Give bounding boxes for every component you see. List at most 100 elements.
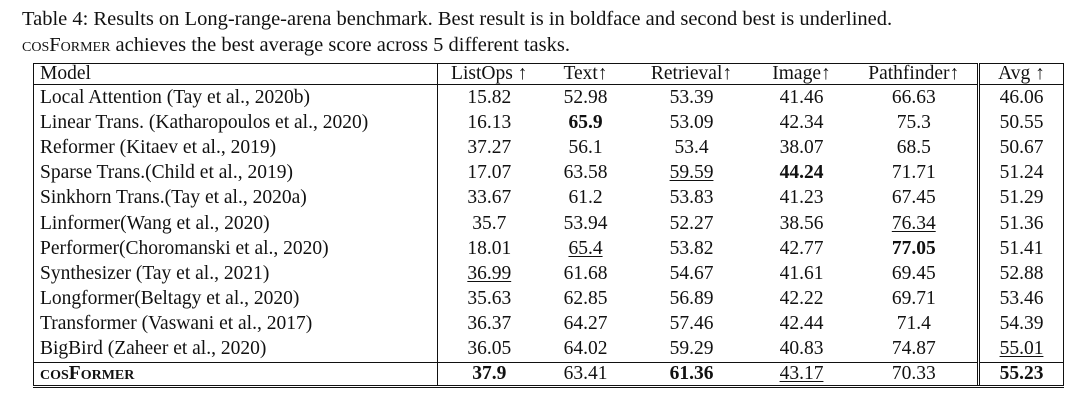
score-cell: 44.24 xyxy=(779,162,824,184)
table-row: Performer(Choromanski et al., 2020) 18.01… xyxy=(33,236,1064,262)
score-cell: 76.34 xyxy=(891,212,936,234)
table-row: Linear Trans. (Katharopoulos et al., 202… xyxy=(33,110,1064,136)
model-cell: Local Attention (Tay et al., 2020b) xyxy=(33,84,438,111)
score-cell: 53.39 xyxy=(669,86,714,108)
model-cell: BigBird (Zaheer et al., 2020) xyxy=(33,336,438,363)
model-cell: Reformer (Kitaev et al., 2019) xyxy=(33,135,438,161)
header-cell: Retrieval↑ xyxy=(630,63,753,85)
score-cell: 36.99 xyxy=(467,262,512,284)
score-cell: 63.58 xyxy=(563,162,608,184)
score-cell: 74.87 xyxy=(891,338,936,360)
table-row: Reformer (Kitaev et al., 2019) 37.27 56.1 5… xyxy=(33,135,1064,161)
score-cell: 65.9 xyxy=(568,111,603,133)
score-cell: 69.71 xyxy=(891,288,936,310)
score-cell: 61.2 xyxy=(568,187,603,209)
score-cell: 66.63 xyxy=(891,86,936,108)
score-cell: 52.27 xyxy=(669,212,714,234)
score-cell: 40.83 xyxy=(779,338,824,360)
model-name: cosFormer xyxy=(22,34,111,56)
header-cell: Model xyxy=(33,63,438,85)
score-cell: 59.59 xyxy=(669,162,714,184)
score-cell: 52.98 xyxy=(563,86,608,108)
score-cell: 37.27 xyxy=(467,136,512,158)
table-row: BigBird (Zaheer et al., 2020) 36.05 64.02 5… xyxy=(33,336,1064,363)
score-cell: 38.07 xyxy=(779,136,824,158)
caption-line: Table 4: Results on Long-range-arena ben… xyxy=(22,8,893,30)
score-cell: 42.44 xyxy=(779,313,824,335)
score-cell: 52.88 xyxy=(977,261,1064,287)
score-cell: 61.68 xyxy=(563,262,608,284)
caption-text: achieves the best average score across 5… xyxy=(115,34,570,56)
score-cell: 18.01 xyxy=(467,237,512,259)
table-row: Synthesizer (Tay et al., 2021) 36.99 61.68… xyxy=(33,261,1064,287)
score-cell: 62.85 xyxy=(563,288,608,310)
score-cell: 53.4 xyxy=(674,136,709,158)
header-cell: ListOps ↑ xyxy=(437,63,541,85)
header-cell: Image↑ xyxy=(752,63,851,85)
score-cell: 35.63 xyxy=(467,288,512,310)
score-cell: 15.82 xyxy=(467,86,512,108)
score-cell: 68.5 xyxy=(896,136,931,158)
model-cell: Transformer (Vaswani et al., 2017) xyxy=(33,311,438,337)
score-cell: 64.02 xyxy=(563,338,608,360)
score-cell: 75.3 xyxy=(896,111,931,133)
score-cell: 42.77 xyxy=(779,237,824,259)
score-cell: 57.46 xyxy=(669,313,714,335)
score-cell: 42.22 xyxy=(779,288,824,310)
model-cell: Performer(Choromanski et al., 2020) xyxy=(33,236,438,262)
score-cell: 51.29 xyxy=(977,185,1064,211)
score-cell: 50.67 xyxy=(977,135,1064,161)
score-cell: 53.83 xyxy=(669,187,714,209)
score-cell: 59.29 xyxy=(669,338,714,360)
score-cell: 33.67 xyxy=(467,187,512,209)
score-cell: 51.36 xyxy=(977,210,1064,237)
score-cell: 36.05 xyxy=(467,338,512,360)
header-cell: Pathfinder↑ xyxy=(850,63,979,85)
score-cell: 56.89 xyxy=(669,288,714,310)
score-cell: 69.45 xyxy=(891,262,936,284)
header-row: Model ListOps ↑ Text↑ Retrieval↑ Image↑ Pathf… xyxy=(33,63,1064,85)
score-cell: 46.06 xyxy=(977,84,1064,111)
score-cell: 35.7 xyxy=(472,212,507,234)
score-cell: 56.1 xyxy=(568,136,603,158)
score-cell: 41.61 xyxy=(779,262,824,284)
score-cell: 51.24 xyxy=(977,160,1064,186)
score-cell: 55.23 xyxy=(977,362,1064,389)
table-row: Sparse Trans.(Child et al., 2019) 17.07 63… xyxy=(33,160,1064,186)
score-cell: 37.9 xyxy=(437,362,541,389)
score-cell: 70.33 xyxy=(850,362,979,389)
table-row: Linformer(Wang et al., 2020) 35.7 53.94 52.… xyxy=(33,210,1064,237)
model-cell: Linformer(Wang et al., 2020) xyxy=(33,210,438,237)
score-cell: 65.4 xyxy=(568,237,603,259)
score-cell: 53.94 xyxy=(563,212,608,234)
results-table: Model ListOps ↑ Text↑ Retrieval↑ Image↑ Pathf… xyxy=(33,63,1064,389)
model-cell: Longformer(Beltagy et al., 2020) xyxy=(33,286,438,312)
model-cell: Synthesizer (Tay et al., 2021) xyxy=(33,261,438,287)
header-cell: Text↑ xyxy=(540,63,631,85)
score-cell: 61.36 xyxy=(630,362,753,389)
model-cell: Linear Trans. (Katharopoulos et al., 202… xyxy=(33,110,438,136)
score-cell: 53.82 xyxy=(669,237,714,259)
score-cell: 41.46 xyxy=(779,86,824,108)
score-cell: 67.45 xyxy=(891,187,936,209)
score-cell: 36.37 xyxy=(467,313,512,335)
score-cell: 16.13 xyxy=(467,111,512,133)
score-cell: 17.07 xyxy=(467,162,512,184)
model-cell: Sparse Trans.(Child et al., 2019) xyxy=(33,160,438,186)
score-cell: 54.67 xyxy=(669,262,714,284)
model-cell: cosFormer xyxy=(33,362,438,389)
table-row: Sinkhorn Trans.(Tay et al., 2020a) 33.67 6… xyxy=(33,185,1064,211)
score-cell: 50.55 xyxy=(977,110,1064,136)
score-cell: 77.05 xyxy=(891,237,936,259)
table-row: Local Attention (Tay et al., 2020b) 15.82… xyxy=(33,84,1064,111)
model-cell: Sinkhorn Trans.(Tay et al., 2020a) xyxy=(33,185,438,211)
score-cell: 43.17 xyxy=(752,362,851,389)
table-row: Transformer (Vaswani et al., 2017) 36.37 6… xyxy=(33,311,1064,337)
score-cell: 54.39 xyxy=(977,311,1064,337)
score-cell: 38.56 xyxy=(779,212,824,234)
score-cell: 41.23 xyxy=(779,187,824,209)
score-cell: 53.46 xyxy=(977,286,1064,312)
score-cell: 53.09 xyxy=(669,111,714,133)
score-cell: 64.27 xyxy=(563,313,608,335)
